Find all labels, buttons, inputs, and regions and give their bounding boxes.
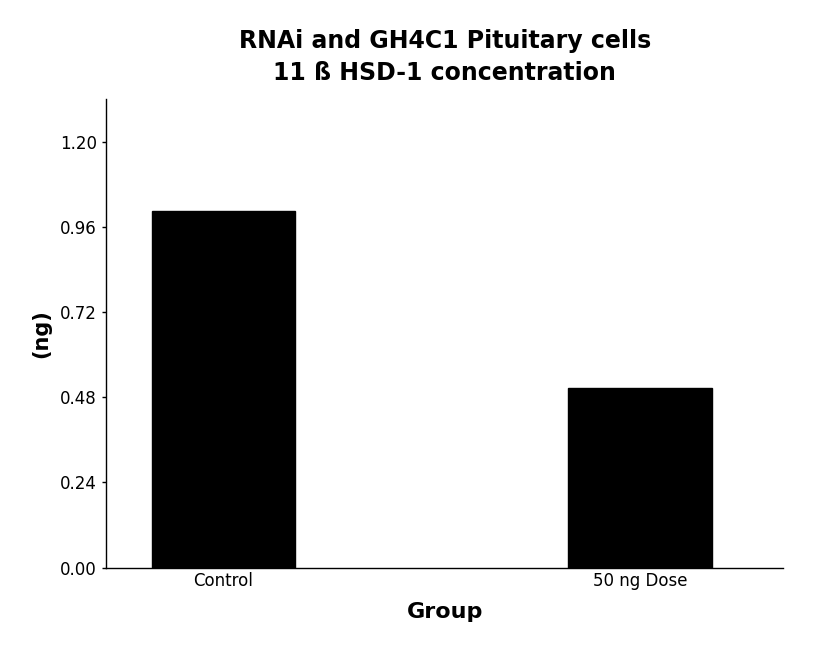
Y-axis label: (ng): (ng) xyxy=(32,309,51,358)
Bar xyxy=(569,388,712,568)
X-axis label: Group: Group xyxy=(406,601,483,622)
Bar xyxy=(152,211,295,568)
Title: RNAi and GH4C1 Pituitary cells
11 ß HSD-1 concentration: RNAi and GH4C1 Pituitary cells 11 ß HSD-… xyxy=(238,29,651,84)
